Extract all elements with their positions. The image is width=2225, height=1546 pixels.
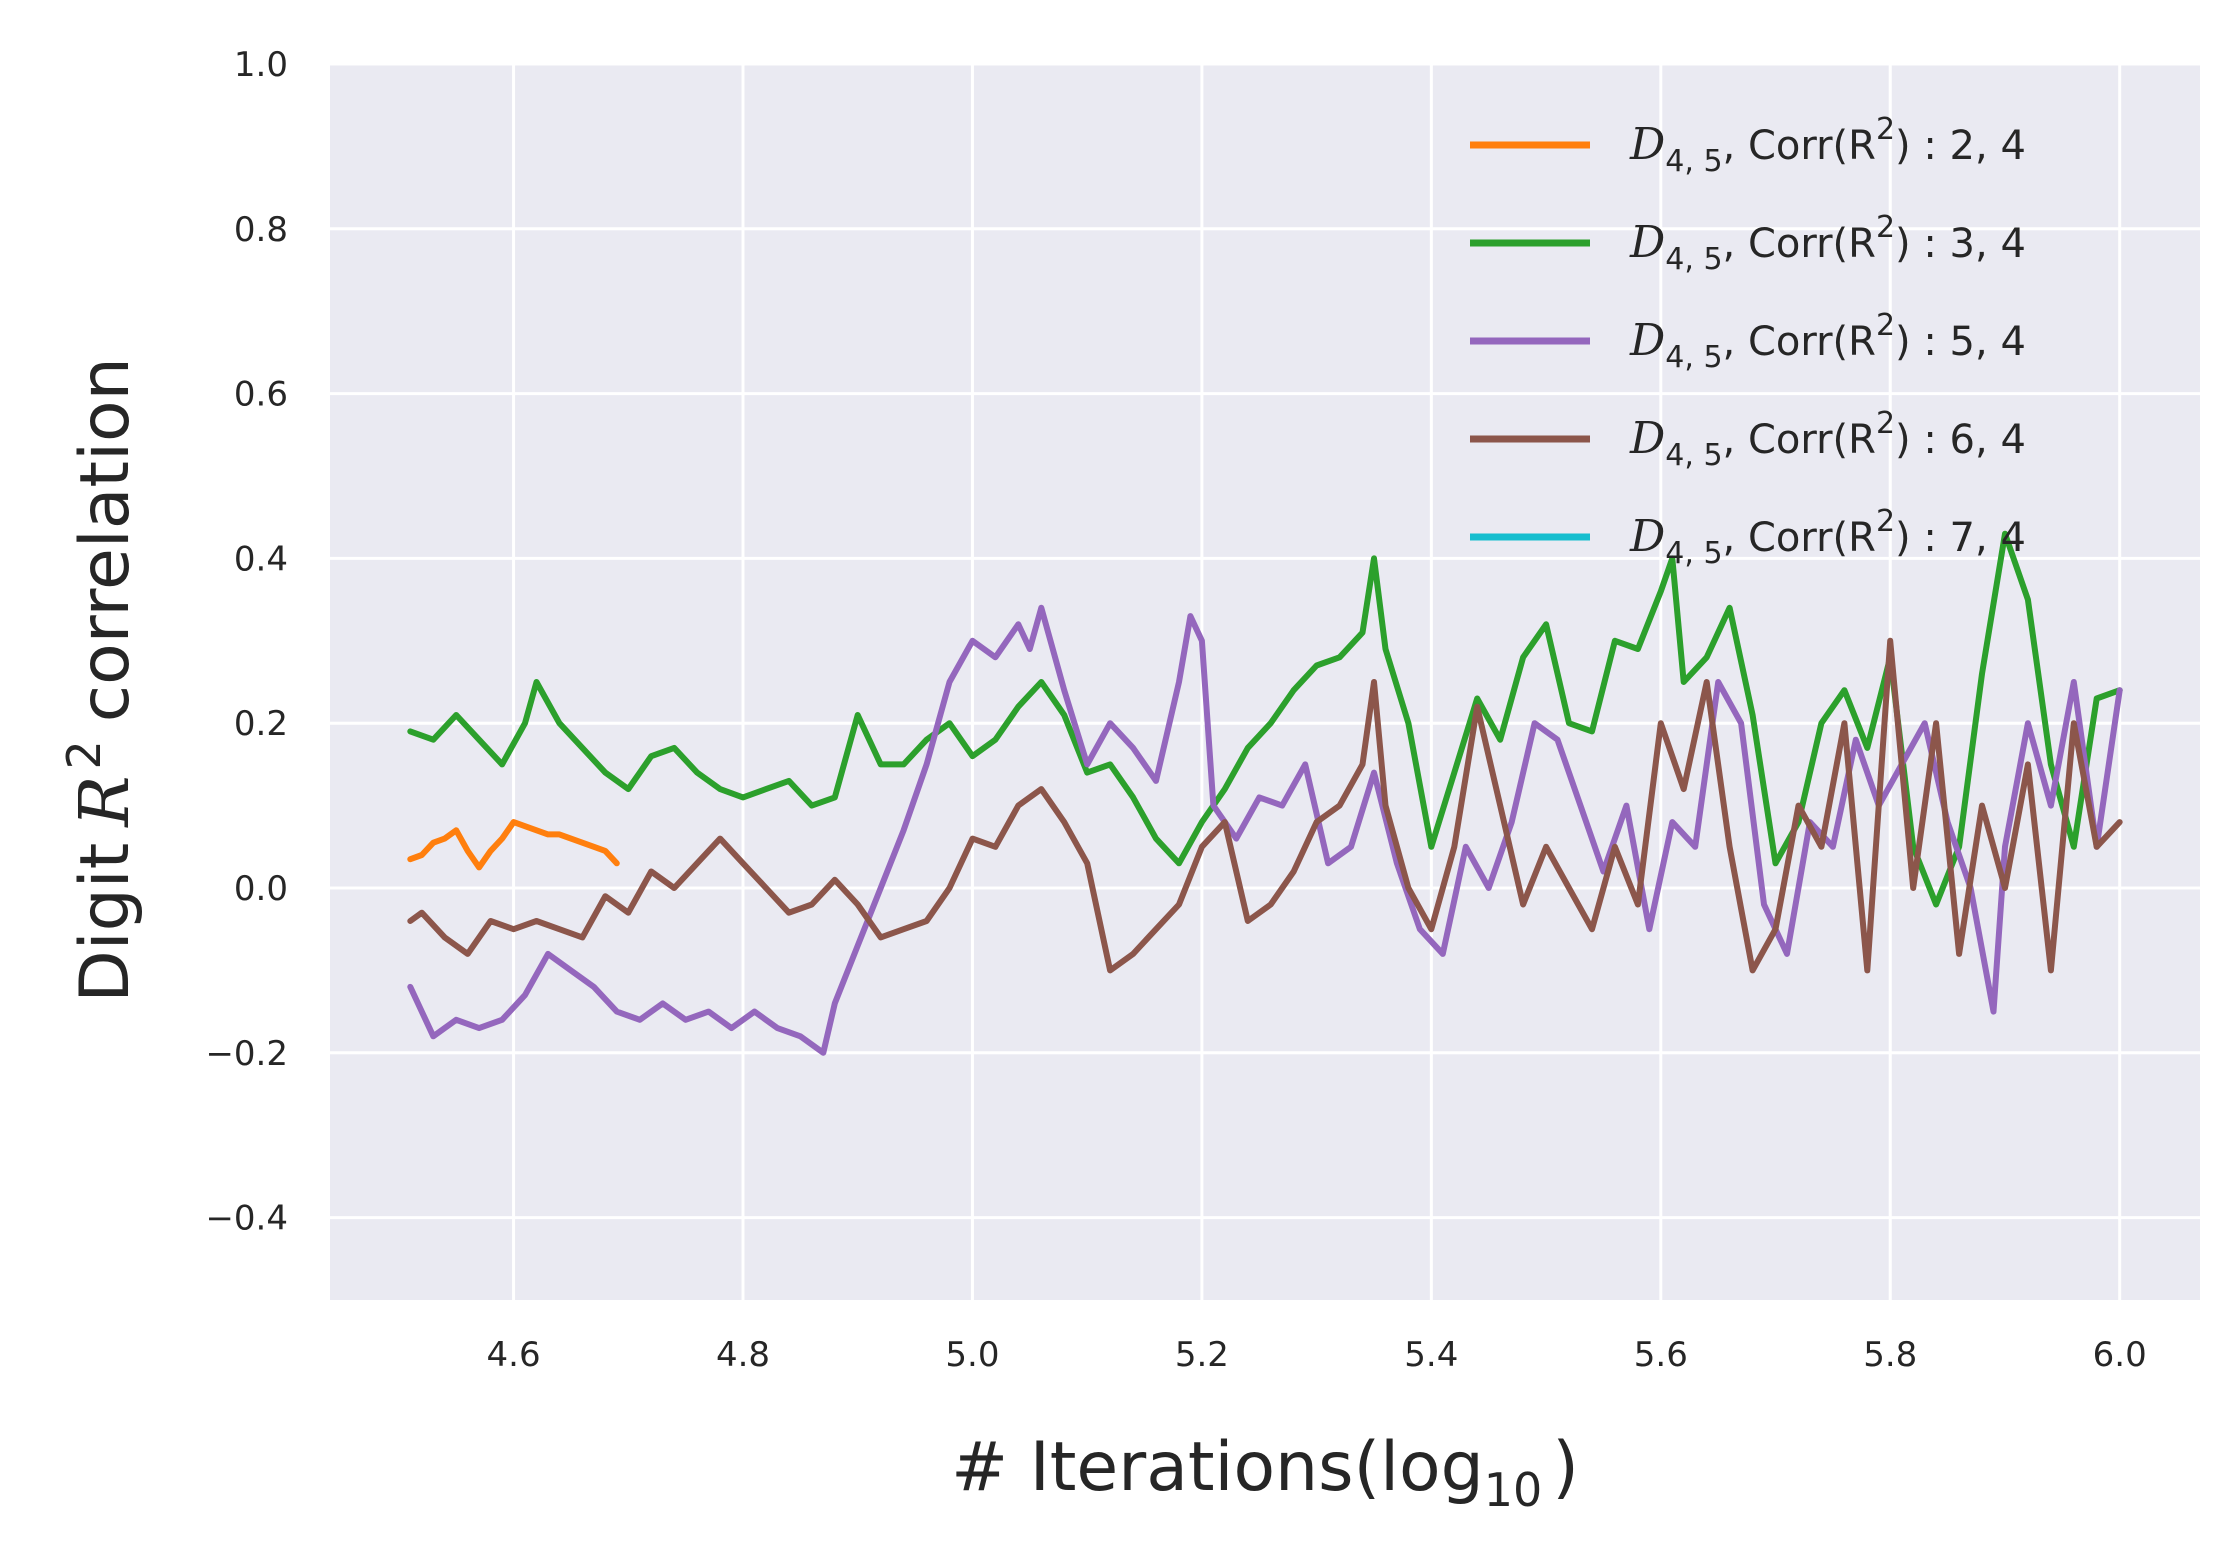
grid-lines [330, 62, 2200, 1300]
y-axis-title-sup: 2 [57, 740, 111, 769]
y-axis-title-rest: correlation [66, 357, 145, 722]
x-tick-label: 5.4 [1404, 1335, 1458, 1375]
legend-label-part: 2 [1876, 112, 1895, 147]
legend-label-part: D [1629, 511, 1665, 562]
legend-label-part: D [1629, 217, 1665, 268]
legend-label-3: D4, 5, Corr(R2) : 5, 4 [1629, 308, 2026, 375]
x-tick-label: 5.0 [945, 1335, 999, 1375]
legend-label-4: D4, 5, Corr(R2) : 6, 4 [1629, 406, 2026, 473]
x-tick-label: 5.2 [1175, 1335, 1229, 1375]
y-tick-label: 0.6 [234, 375, 288, 415]
legend-label-part: 2 [1876, 406, 1895, 441]
legend-label-part: 4, 5 [1665, 144, 1722, 179]
y-tick-label: 0.8 [234, 210, 288, 250]
legend-label-part: ) : 7, 4 [1895, 515, 2026, 561]
x-tick-label: 5.8 [1863, 1335, 1917, 1375]
legend-label-part: , Corr(R [1723, 123, 1876, 169]
y-tick-label: 0.0 [234, 869, 288, 909]
legend-label-part: 4, 5 [1665, 340, 1722, 375]
legend-label-part: ) : 6, 4 [1895, 417, 2026, 463]
legend-label-part: , Corr(R [1723, 515, 1876, 561]
legend-label-part: ) : 3, 4 [1895, 221, 2026, 267]
legend-label-part: 2 [1876, 504, 1895, 539]
legend-label-part: , Corr(R [1723, 417, 1876, 463]
legend-label-part: , Corr(R [1723, 221, 1876, 267]
x-tick-label: 4.6 [487, 1335, 541, 1375]
legend-label-part: 4, 5 [1665, 438, 1722, 473]
legend-label-part: D [1629, 413, 1665, 464]
legend-label-part: 2 [1876, 210, 1895, 245]
legend-label-part: 2 [1876, 308, 1895, 343]
y-axis-title: Digit R 2 correlation [57, 357, 145, 1002]
x-tick-label: 5.6 [1634, 1335, 1688, 1375]
legend-label-1: D4, 5, Corr(R2) : 2, 4 [1629, 112, 2026, 179]
legend: D4, 5, Corr(R2) : 2, 4D4, 5, Corr(R2) : … [1470, 112, 2026, 571]
legend-label-part: D [1629, 119, 1665, 170]
y-axis-title-main: Digit [66, 843, 145, 1003]
legend-label-part: 4, 5 [1665, 242, 1722, 277]
x-axis-title-main: # Iterations(log [951, 1428, 1484, 1507]
series-line-2 [407, 530, 2123, 908]
legend-label-part: , Corr(R [1723, 319, 1876, 365]
x-axis-title: # Iterations(log10) [951, 1428, 1579, 1517]
y-tick-label: 0.2 [234, 704, 288, 744]
x-tick-label: 4.8 [716, 1335, 770, 1375]
y-tick-label: 1.0 [234, 45, 288, 85]
legend-label-part: 4, 5 [1665, 536, 1722, 571]
x-axis-title-close: ) [1552, 1428, 1579, 1507]
x-axis-title-sub: 10 [1484, 1463, 1543, 1517]
x-tick-label: 6.0 [2093, 1335, 2147, 1375]
legend-label-part: ) : 5, 4 [1895, 319, 2026, 365]
series-lines [407, 530, 2123, 1056]
series-line-1 [407, 819, 620, 871]
y-tick-label: 0.4 [234, 539, 288, 579]
legend-label-2: D4, 5, Corr(R2) : 3, 4 [1629, 210, 2026, 277]
series-line-4 [407, 637, 2123, 974]
legend-label-5: D4, 5, Corr(R2) : 7, 4 [1629, 504, 2026, 571]
legend-label-part: ) : 2, 4 [1895, 123, 2026, 169]
x-tick-labels: 4.6 4.8 5.0 5.2 5.4 5.6 5.8 6.0 [487, 1335, 2147, 1375]
y-tick-label: −0.4 [205, 1199, 288, 1239]
legend-label-part: D [1629, 315, 1665, 366]
y-tick-labels: −0.4 −0.2 0.0 0.2 0.4 0.6 0.8 1.0 [205, 45, 288, 1239]
y-axis-title-var: R [66, 775, 145, 828]
y-tick-label: −0.2 [205, 1034, 288, 1074]
